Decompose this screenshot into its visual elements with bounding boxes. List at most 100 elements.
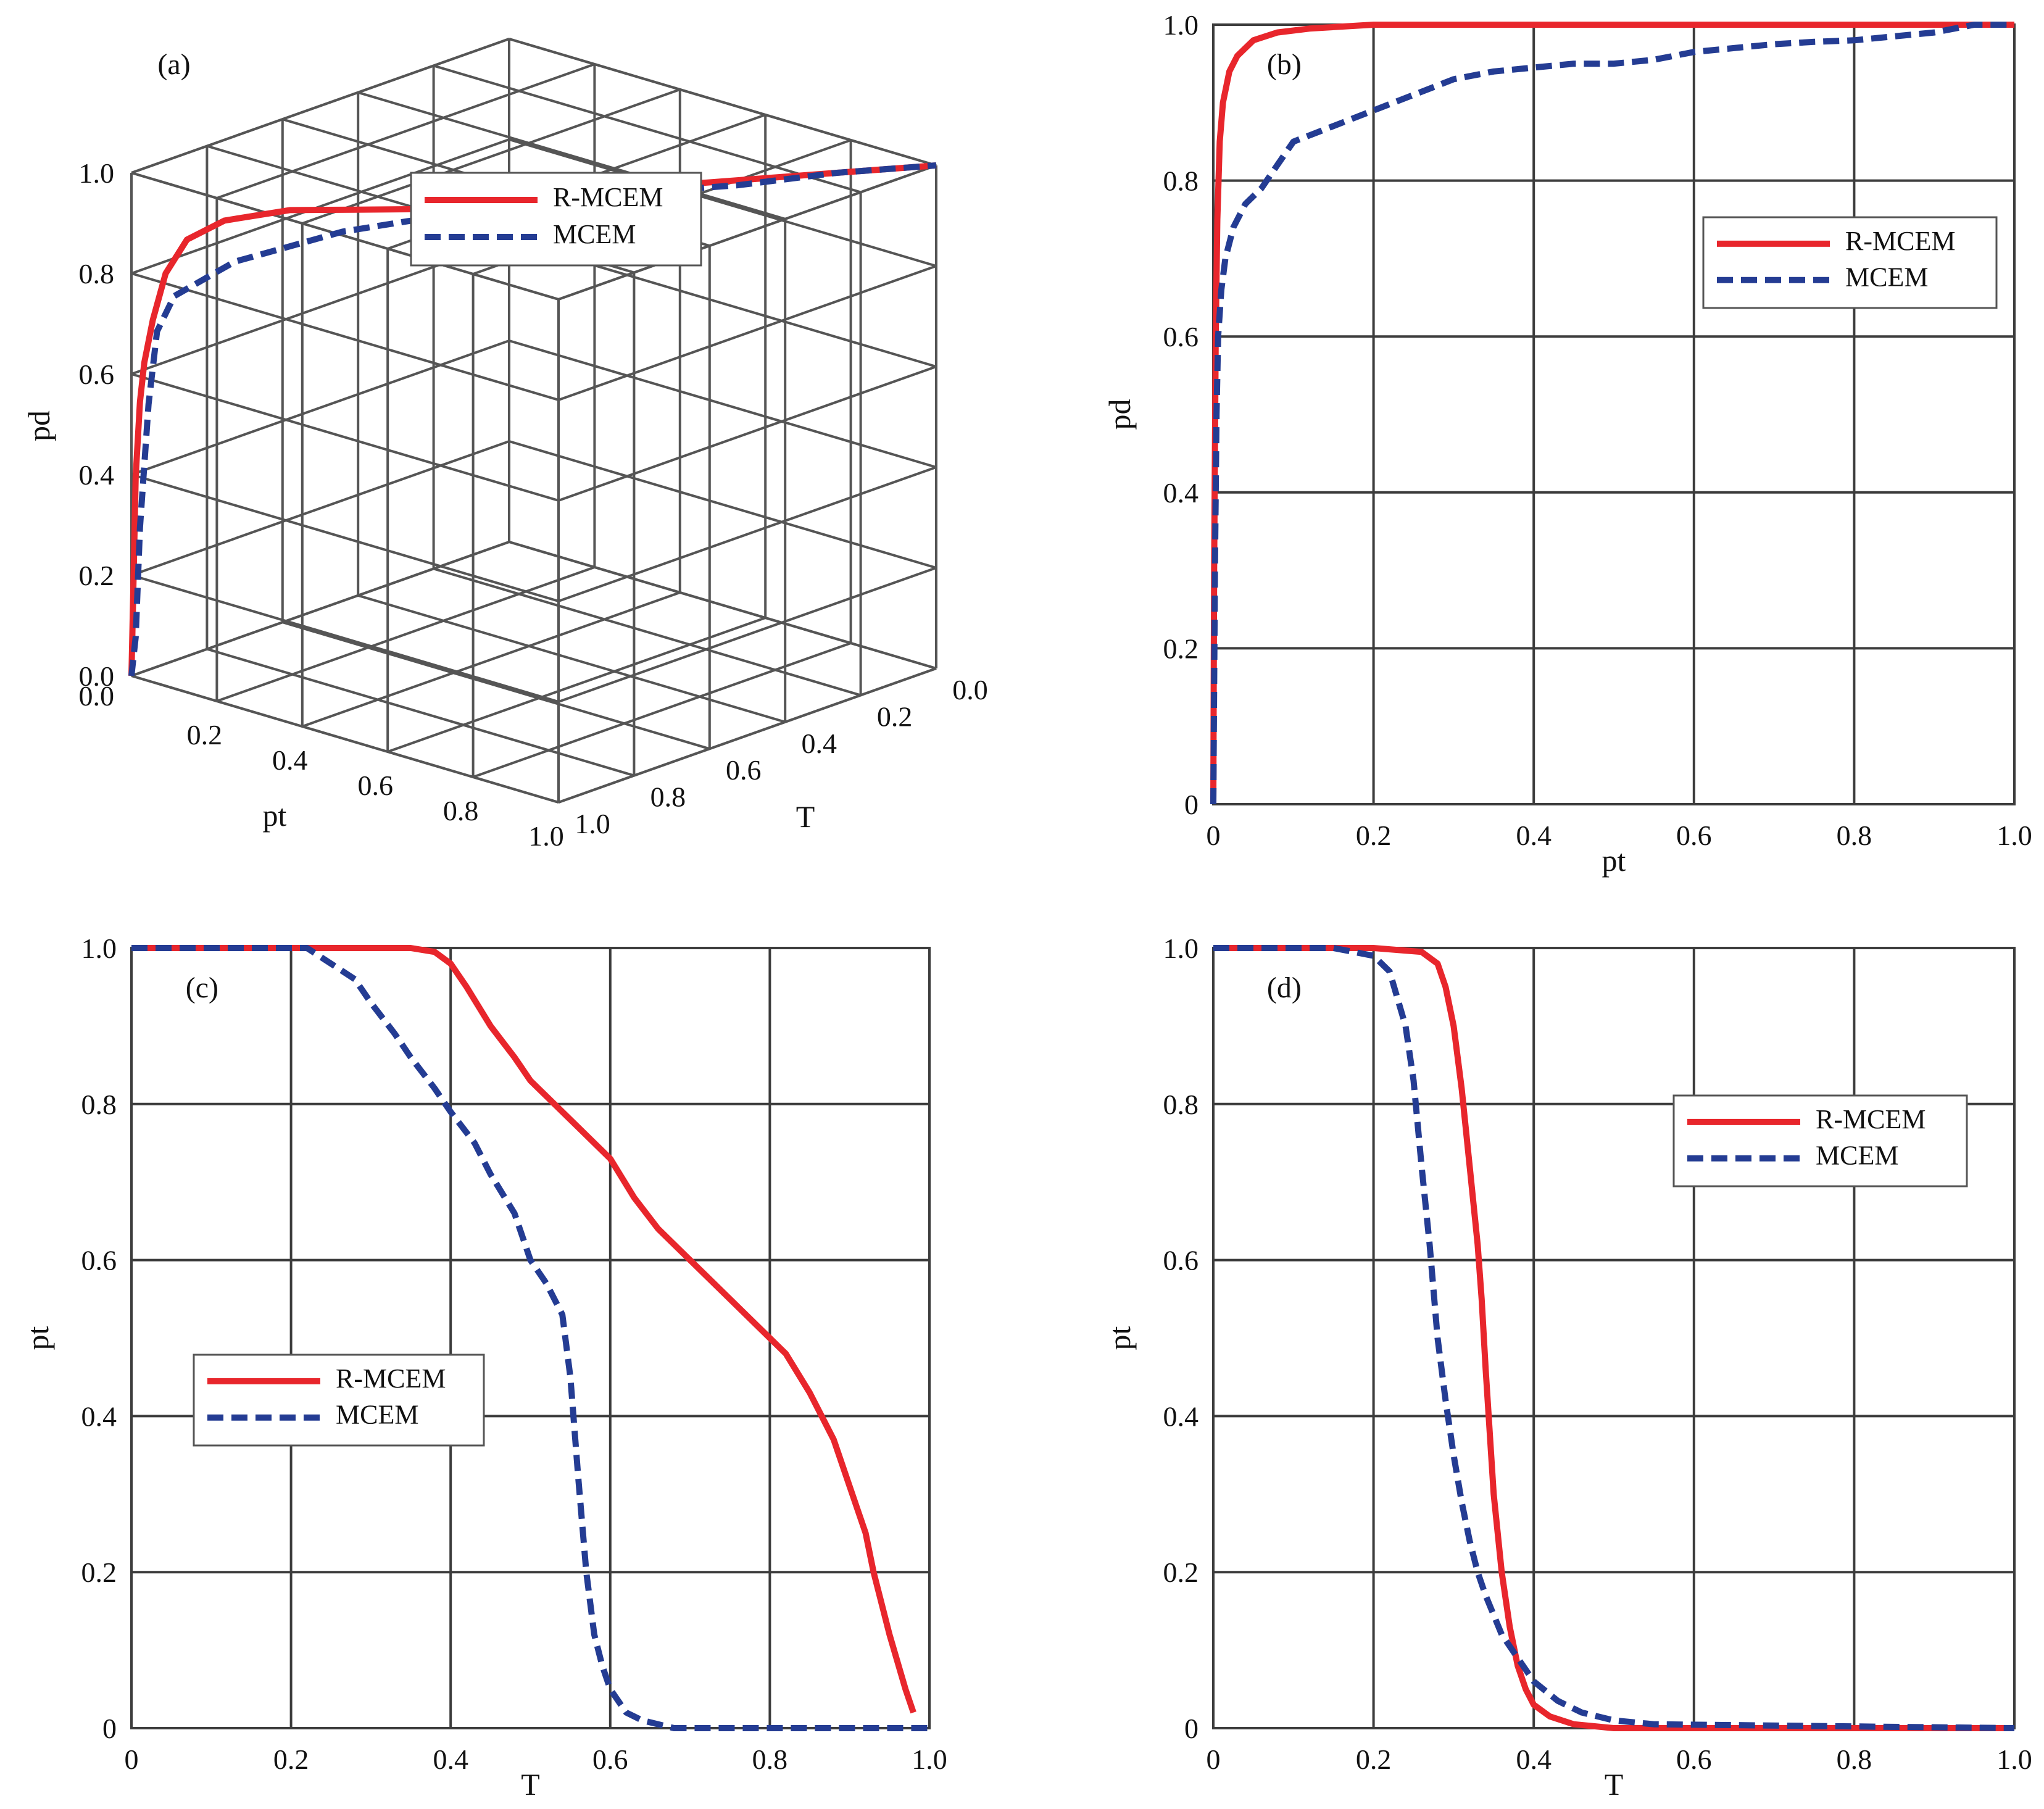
grid-top-line-t xyxy=(357,91,786,220)
y-tick-label: 0.2 xyxy=(1163,1557,1199,1588)
series-line-r-mcem xyxy=(1213,945,2014,1731)
x-tick-label: 0 xyxy=(125,1744,139,1775)
pt-tick-label: 0.2 xyxy=(187,719,223,751)
T-tick-label: 0.4 xyxy=(801,728,837,759)
grid-front-horizontal xyxy=(131,675,559,804)
legend-label-r-mcem: R-MCEM xyxy=(1816,1104,1926,1134)
x-tick-label: 0.4 xyxy=(1516,820,1552,851)
pt-axis-label: pt xyxy=(263,798,287,833)
x-tick-label: 0.8 xyxy=(752,1744,788,1775)
x-tick-label: 0 xyxy=(1207,1744,1221,1775)
legend-label-mcem: MCEM xyxy=(1845,262,1928,293)
grid-left-horizontal xyxy=(131,440,510,576)
x-tick-label: 1.0 xyxy=(1996,820,2032,851)
grid-floor-line-t xyxy=(206,647,634,777)
legend-frame xyxy=(1672,1094,1968,1187)
grid-back-horizontal xyxy=(509,138,937,267)
y-tick-label: 1.0 xyxy=(1163,9,1199,41)
y-tick-label: 0.8 xyxy=(81,1089,117,1120)
grid-floor-line-t xyxy=(282,621,710,751)
x-tick-label: 0.2 xyxy=(273,1744,309,1775)
series-line-r-mcem xyxy=(131,945,916,1714)
panel-a-3d-chart: 0.0 0.2 0.4 0.6 0.8 1.0 0.0 0.2 0.4 0.6 0.8 1.0 0.0 0… xyxy=(22,38,988,852)
legend-label-mcem: MCEM xyxy=(1816,1141,1898,1171)
legend-label-mcem: MCEM xyxy=(336,1400,418,1430)
x-tick-label: 0.8 xyxy=(1837,1744,1872,1775)
y-tick-label: 1.0 xyxy=(81,933,117,964)
grid-front-horizontal xyxy=(131,373,559,502)
grid-right-horizontal xyxy=(558,667,937,804)
pd-tick-label: 0.4 xyxy=(79,459,115,491)
plot-area xyxy=(1212,947,2016,1729)
legend-box: R-MCEM MCEM xyxy=(193,1354,485,1447)
y-tick-label: 0.6 xyxy=(81,1245,117,1276)
pt-tick-label: 1.0 xyxy=(528,820,564,852)
T-tick-label: 1.0 xyxy=(575,808,610,839)
x-axis-label: T xyxy=(521,1767,540,1802)
grid-floor-line-pt xyxy=(131,541,510,677)
series-line-mcem xyxy=(1213,945,2015,1731)
grid-front-horizontal xyxy=(131,473,559,602)
pd-tick-label: 0.2 xyxy=(79,560,115,591)
x-axis-label: T xyxy=(1605,1767,1624,1802)
series-line-r-mcem xyxy=(1210,22,2014,805)
x-tick-label: 0.6 xyxy=(592,1744,628,1775)
legend-label-r-mcem: R-MCEM xyxy=(1845,226,1955,256)
grid-left-horizontal xyxy=(131,339,510,476)
pt-tick-label: 0.4 xyxy=(272,744,308,776)
grid-top-line-pt xyxy=(131,38,510,174)
series-line-mcem xyxy=(131,945,929,1731)
x-axis-label: pt xyxy=(1602,843,1626,878)
grid-top-line-pt xyxy=(216,63,596,199)
legend-frame xyxy=(410,172,702,267)
x-tick-label: 0.4 xyxy=(1516,1744,1552,1775)
panel-label: (d) xyxy=(1267,971,1302,1004)
legend-box: R-MCEM MCEM xyxy=(410,172,702,267)
legend-frame xyxy=(193,1354,485,1447)
grid-back-horizontal xyxy=(509,339,937,468)
y-tick-label: 0 xyxy=(102,1713,117,1744)
grid-left-horizontal xyxy=(131,138,510,275)
grid-front-horizontal xyxy=(131,172,559,301)
grid-floor-line-pt xyxy=(302,591,681,728)
grid-floor-line-t xyxy=(357,594,786,723)
plot-area xyxy=(1212,23,2016,805)
pd-tick-label: 0.8 xyxy=(79,258,115,289)
y-axis-label: pd xyxy=(1102,399,1137,430)
y-tick-label: 0.6 xyxy=(1163,321,1199,352)
grid-right-horizontal xyxy=(558,567,937,703)
pt-tick-label: 0.0 xyxy=(79,680,115,712)
T-tick-label: 0.2 xyxy=(877,701,913,732)
y-tick-label: 0.8 xyxy=(1163,165,1199,197)
grid-floor-line-pt xyxy=(387,617,766,753)
grid-floor-line-pt xyxy=(472,642,852,778)
pd-tick-label: 0.0 xyxy=(79,660,115,692)
grid-floor-line-pt xyxy=(216,566,596,702)
panel-label: (a) xyxy=(157,48,190,81)
grid-right-horizontal xyxy=(558,466,937,602)
y-tick-label: 0.4 xyxy=(1163,477,1199,509)
T-axis-label: T xyxy=(796,799,815,834)
x-tick-label: 1.0 xyxy=(1996,1744,2032,1775)
x-tick-label: 0.2 xyxy=(1356,1744,1392,1775)
grid-back-horizontal xyxy=(509,440,937,569)
grid-floor-line-t xyxy=(433,567,862,697)
grid-top-line-t xyxy=(433,64,862,194)
y-tick-label: 0.8 xyxy=(1163,1089,1199,1120)
y-axis-label: pt xyxy=(20,1326,55,1350)
x-tick-label: 0.2 xyxy=(1356,820,1392,851)
pd-tick-label: 1.0 xyxy=(79,157,115,189)
legend-frame xyxy=(1702,216,1998,309)
y-tick-label: 0.4 xyxy=(1163,1400,1199,1432)
series-line-mcem xyxy=(1210,22,2014,805)
legend-label-r-mcem: R-MCEM xyxy=(553,182,663,212)
pd-axis-label: pd xyxy=(22,410,56,441)
panel-c-chart: 0 0.2 0.4 0.6 0.8 1.0 0 0.2 0.4 0.6 0.8 1.0 Tpt (c) R-… xyxy=(20,933,947,1802)
pt-tick-label: 0.8 xyxy=(443,795,479,826)
x-tick-label: 0.4 xyxy=(433,1744,468,1775)
grid-top-line-t xyxy=(509,38,937,167)
y-tick-label: 0.4 xyxy=(81,1400,117,1432)
y-tick-label: 1.0 xyxy=(1163,933,1199,964)
pt-tick-label: 0.6 xyxy=(357,770,393,801)
pd-tick-label: 0.6 xyxy=(79,359,115,390)
